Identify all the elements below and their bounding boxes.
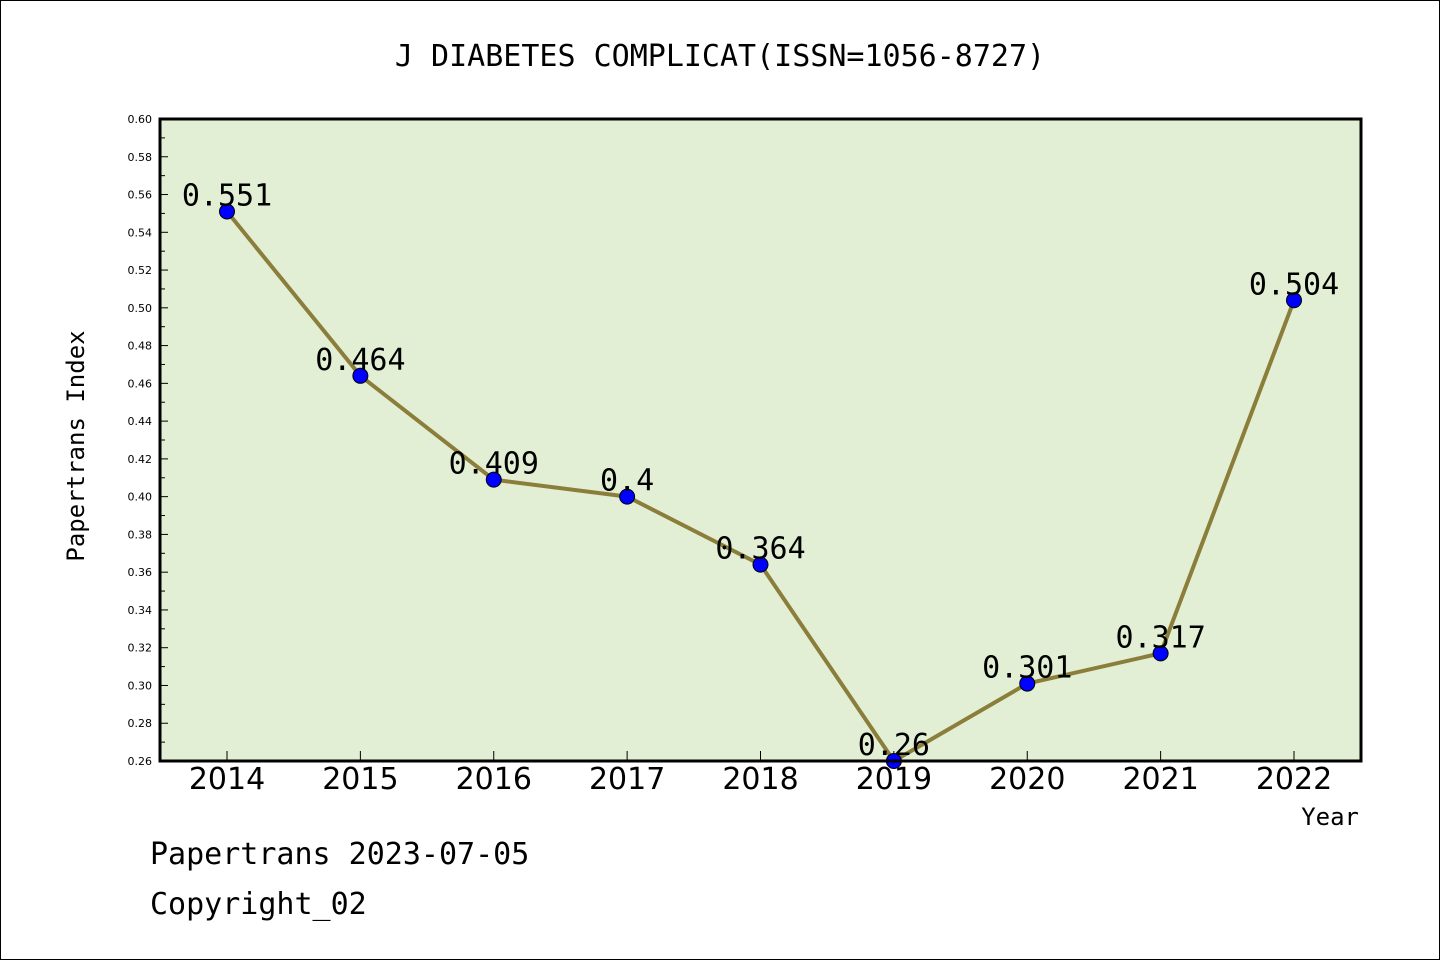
plot-area (160, 119, 1361, 761)
data-point-marker (1019, 675, 1036, 692)
y-tick-label: 0.42 (128, 453, 153, 466)
x-tick-label: 2017 (589, 762, 665, 797)
y-tick-label: 0.38 (128, 528, 153, 541)
data-label: 0.504 (1249, 267, 1339, 302)
y-tick-label: 0.46 (128, 377, 153, 390)
y-tick-label: 0.36 (128, 566, 153, 579)
y-tick-label: 0.56 (128, 189, 153, 202)
data-markers (219, 203, 1302, 769)
x-axis-label: Year (1301, 803, 1359, 831)
data-point-marker (1152, 645, 1169, 662)
x-tick-label: 2015 (322, 762, 398, 797)
y-tick-label: 0.60 (128, 113, 153, 126)
y-tick-label: 0.28 (128, 717, 153, 730)
y-tick-label: 0.58 (128, 151, 153, 164)
plot-border (158, 117, 1363, 763)
y-tick-label: 0.40 (128, 491, 153, 504)
x-tick-label: 2016 (456, 762, 532, 797)
y-axis-label: Papertrans Index (62, 330, 90, 561)
y-tick-label: 0.30 (128, 679, 153, 692)
y-tick-label: 0.54 (128, 226, 153, 239)
data-label: 0.551 (182, 179, 272, 214)
data-labels: 0.551 0.464 0.409 0.4 0.364 0.26 0.301 0.317 0.5… (182, 179, 1339, 763)
y-tick-label: 0.44 (128, 415, 153, 428)
x-tick-label: 2022 (1256, 762, 1332, 797)
data-point-marker (352, 367, 369, 384)
x-tick-label: 2018 (722, 762, 798, 797)
x-axis-ticks: 2014 2015 2016 2017 2018 2019 2020 2021 2022 (189, 751, 1332, 797)
data-point-marker (752, 556, 769, 573)
x-tick-label: 2014 (189, 762, 265, 797)
x-tick-label: 2021 (1122, 762, 1198, 797)
y-tick-label: 0.34 (128, 604, 153, 617)
data-point-marker (619, 488, 636, 505)
y-tick-label: 0.52 (128, 264, 153, 277)
data-label: 0.464 (315, 343, 405, 378)
data-point-marker (219, 203, 235, 220)
y-tick-label: 0.50 (128, 302, 153, 315)
data-label: 0.4 (600, 464, 654, 499)
data-label: 0.364 (715, 532, 805, 567)
data-label: 0.301 (982, 651, 1072, 686)
data-label: 0.409 (449, 447, 539, 482)
x-tick-label: 2020 (989, 762, 1065, 797)
footer-copyright: Copyright_02 (150, 887, 367, 922)
data-point-marker (485, 471, 502, 488)
y-tick-label: 0.32 (128, 642, 153, 655)
footer-date: Papertrans 2023-07-05 (150, 837, 529, 872)
y-tick-label: 0.48 (128, 340, 153, 353)
data-label: 0.26 (858, 728, 930, 763)
data-label: 0.317 (1115, 620, 1205, 655)
chart-title: J DIABETES COMPLICAT(ISSN=1056-8727) (395, 39, 1045, 74)
data-point-marker (1286, 292, 1302, 309)
y-tick-label: 0.26 (128, 755, 153, 768)
